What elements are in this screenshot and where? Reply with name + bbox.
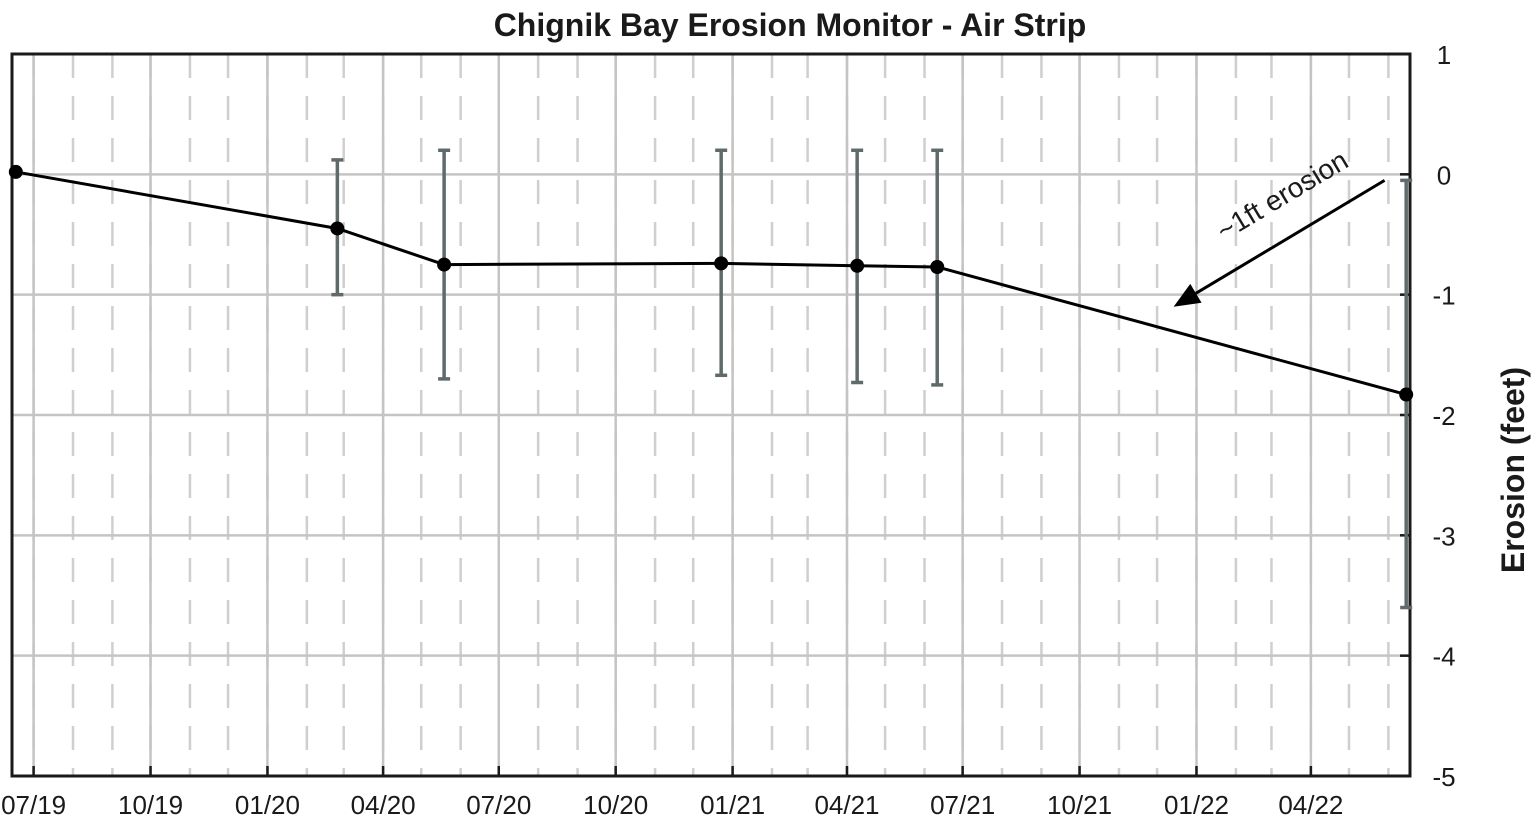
x-tick-label: 10/19 <box>118 790 183 820</box>
y-tick-label: -4 <box>1432 642 1455 672</box>
y-tick-label: -2 <box>1432 401 1455 431</box>
y-axis-label: Erosion (feet) <box>1495 367 1531 573</box>
data-point <box>930 259 945 274</box>
x-tick-label: 04/22 <box>1278 790 1343 820</box>
y-tick-label: -5 <box>1432 762 1455 792</box>
axis-ticks: 07/19 10/19 01/20 04/20 07/20 10/20 01/21 04/21… <box>1 40 1455 820</box>
x-tick-label: 04/20 <box>351 790 416 820</box>
x-tick-label: 10/21 <box>1047 790 1112 820</box>
x-tick-label: 07/21 <box>930 790 995 820</box>
data-point <box>437 257 452 272</box>
x-tick-label: 10/20 <box>583 790 648 820</box>
x-tick-label: 04/21 <box>814 790 879 820</box>
x-tick-label: 01/22 <box>1164 790 1229 820</box>
y-tick-label: -3 <box>1432 521 1455 551</box>
data-point <box>1399 387 1414 402</box>
data-point <box>8 164 23 179</box>
annotation-arrow-shaft <box>1195 179 1386 295</box>
data-series <box>8 164 1414 402</box>
y-tick-label: 0 <box>1437 160 1451 190</box>
grid <box>12 52 1410 778</box>
annotation: ~1ft erosion <box>1173 144 1386 307</box>
y-tick-label: 1 <box>1437 40 1451 70</box>
annotation-label: ~1ft erosion <box>1211 144 1353 246</box>
x-tick-label: 07/19 <box>1 790 66 820</box>
data-point <box>850 258 865 273</box>
data-point <box>330 221 345 236</box>
x-tick-label: 01/20 <box>235 790 300 820</box>
x-tick-label: 07/20 <box>466 790 531 820</box>
chart-title: Chignik Bay Erosion Monitor - Air Strip <box>494 7 1087 43</box>
y-tick-label: -1 <box>1432 281 1455 311</box>
data-point <box>714 256 729 271</box>
annotation-arrow-head <box>1173 283 1202 307</box>
annotations: ~1ft erosion <box>1173 144 1386 307</box>
x-tick-label: 01/21 <box>700 790 765 820</box>
